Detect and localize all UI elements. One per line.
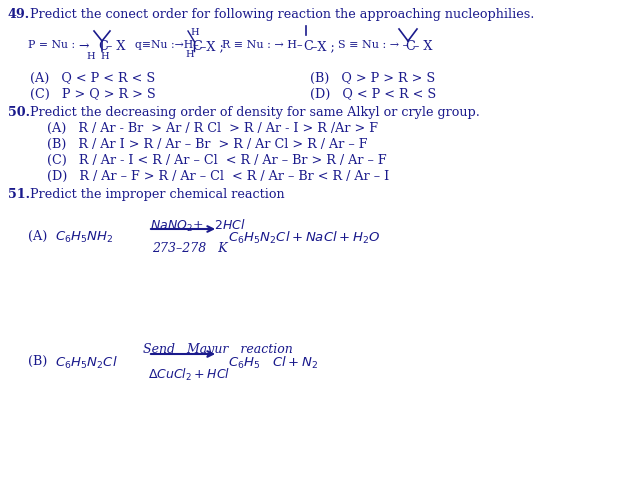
Text: $\Delta CuCl_2 + HCl$: $\Delta CuCl_2 + HCl$ (148, 366, 230, 382)
Text: $C_6H_5$   $Cl + N_2$: $C_6H_5$ $Cl + N_2$ (228, 354, 319, 370)
Text: R ≡ Nu : → H–: R ≡ Nu : → H– (222, 40, 303, 50)
Text: – X: – X (106, 40, 125, 53)
Text: –X ;: –X ; (311, 40, 335, 53)
Text: 49.: 49. (8, 8, 30, 21)
Text: C: C (98, 40, 107, 53)
Text: (A)   R / Ar - Br  > Ar / R Cl  > R / Ar - I > R /Ar > F: (A) R / Ar - Br > Ar / R Cl > R / Ar - I… (47, 122, 378, 135)
Text: H: H (185, 50, 193, 59)
Text: (B)   R / Ar I > R / Ar – Br  > R / Ar Cl > R / Ar – F: (B) R / Ar I > R / Ar – Br > R / Ar Cl >… (47, 138, 368, 151)
Text: H: H (86, 52, 95, 61)
Text: –X ;: –X ; (200, 40, 224, 53)
Text: (D)   Q < P < R < S: (D) Q < P < R < S (310, 88, 436, 101)
Text: – X: – X (413, 40, 432, 53)
Text: H: H (190, 28, 198, 37)
Text: 273–278   K: 273–278 K (152, 242, 228, 255)
Text: Predict the conect order for following reaction the approaching nucleophilies.: Predict the conect order for following r… (30, 8, 534, 21)
Text: 51.: 51. (8, 188, 30, 200)
Text: Predict the decreasing order of density for same Alkyl or cryle group.: Predict the decreasing order of density … (30, 106, 480, 119)
Text: →: → (78, 40, 88, 53)
Text: C: C (192, 40, 202, 53)
Text: Send   Mayur   reaction: Send Mayur reaction (143, 342, 293, 355)
Text: (C)   R / Ar - I < R / Ar – Cl  < R / Ar – Br > R / Ar – F: (C) R / Ar - I < R / Ar – Cl < R / Ar – … (47, 154, 387, 166)
Text: C: C (303, 40, 313, 53)
Text: C: C (405, 40, 415, 53)
Text: $NaNO_2$+   $2HCl$: $NaNO_2$+ $2HCl$ (150, 217, 246, 234)
Text: (B)   Q > P > R > S: (B) Q > P > R > S (310, 72, 435, 85)
Text: (A): (A) (28, 229, 47, 242)
Text: 50.: 50. (8, 106, 30, 119)
Text: S ≡ Nu : → –: S ≡ Nu : → – (338, 40, 408, 50)
Text: P = Nu :: P = Nu : (28, 40, 75, 50)
Text: $C_6H_5NH_2$: $C_6H_5NH_2$ (55, 229, 113, 244)
Text: H: H (100, 52, 109, 61)
Text: $C_6H_5N_2Cl + NaCl + H_2O$: $C_6H_5N_2Cl + NaCl + H_2O$ (228, 229, 380, 245)
Text: q≡Nu :→H–: q≡Nu :→H– (135, 40, 198, 50)
Text: (C)   P > Q > R > S: (C) P > Q > R > S (30, 88, 156, 101)
Text: $C_6H_5N_2Cl$: $C_6H_5N_2Cl$ (55, 354, 118, 370)
Text: (A)   Q < P < R < S: (A) Q < P < R < S (30, 72, 155, 85)
Text: (B): (B) (28, 354, 47, 367)
Text: Predict the improper chemical reaction: Predict the improper chemical reaction (30, 188, 285, 200)
Text: (D)   R / Ar – F > R / Ar – Cl  < R / Ar – Br < R / Ar – I: (D) R / Ar – F > R / Ar – Cl < R / Ar – … (47, 170, 389, 182)
